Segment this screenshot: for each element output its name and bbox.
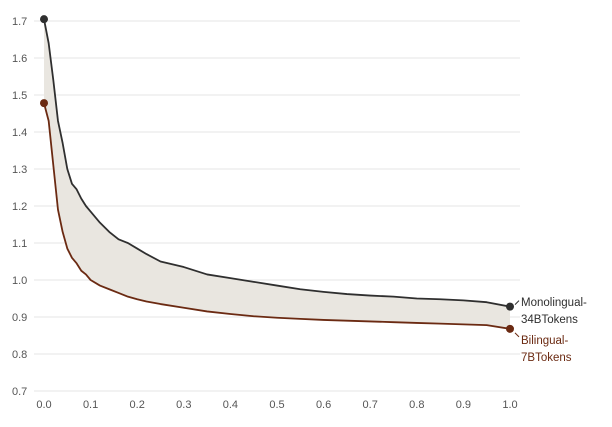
series-lines	[43, 18, 511, 330]
x-tick-label: 0.6	[316, 399, 331, 411]
area-between-series	[44, 19, 510, 329]
y-tick-label: 0.8	[12, 349, 27, 361]
y-tick-label: 1.0	[12, 275, 27, 287]
y-tick-label: 1.7	[12, 16, 27, 28]
bilingual-line	[43, 102, 511, 330]
x-tick-label: 0.9	[456, 399, 471, 411]
y-tick-label: 1.5	[12, 90, 27, 102]
monolingual-end-point	[506, 302, 514, 311]
bilingual-label: Bilingual-	[521, 335, 568, 347]
monolingual-start-point	[40, 15, 48, 24]
monolingual-line	[43, 18, 511, 308]
bilingual-label: 7BTokens	[521, 352, 572, 364]
monolingual-label: Monolingual-	[521, 297, 587, 309]
y-tick-label: 0.9	[12, 312, 27, 324]
bilingual-start-point	[40, 99, 48, 108]
gridlines	[34, 20, 520, 392]
bilingual-leader	[514, 332, 520, 338]
x-tick-label: 0.2	[130, 399, 145, 411]
x-tick-label: 0.8	[409, 399, 424, 411]
bilingual-end-point	[506, 324, 514, 333]
monolingual-leader	[514, 300, 520, 305]
series-endpoints	[40, 15, 514, 333]
x-tick-label: 1.0	[502, 399, 517, 411]
series-labels: Monolingual- 34BTokens Bilingual- 7BTokens	[514, 297, 587, 364]
x-tick-label: 0.7	[363, 399, 378, 411]
y-tick-label: 0.7	[12, 386, 27, 398]
monolingual-label: 34BTokens	[521, 314, 578, 326]
y-tick-label: 1.3	[12, 164, 27, 176]
x-tick-label: 0.1	[83, 399, 98, 411]
x-tick-label: 0.5	[269, 399, 284, 411]
y-tick-label: 1.6	[12, 53, 27, 65]
y-tick-label: 1.4	[12, 127, 27, 139]
y-tick-label: 1.2	[12, 201, 27, 213]
y-axis-ticks: 0.7 0.8 0.9 1.0 1.1 1.2 1.3 1.4 1.5 1.6 1.7	[12, 16, 27, 398]
fill-between-area	[44, 19, 510, 329]
x-tick-label: 0.0	[36, 399, 51, 411]
x-tick-label: 0.3	[176, 399, 191, 411]
x-axis-ticks: 0.0 0.1 0.2 0.3 0.4 0.5 0.6 0.7 0.8 0.9 1.0	[36, 399, 517, 411]
y-tick-label: 1.1	[12, 238, 27, 250]
x-tick-label: 0.4	[223, 399, 238, 411]
